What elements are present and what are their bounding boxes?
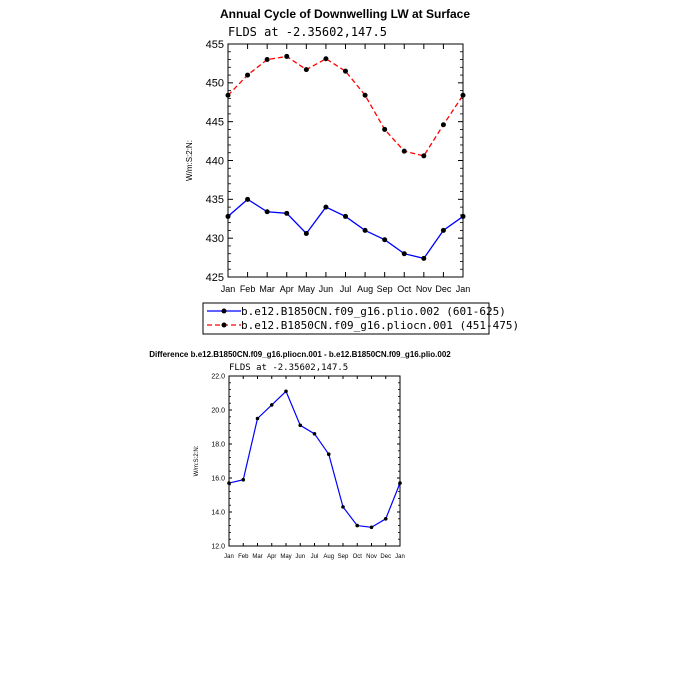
x-tick-label: Apr <box>267 554 276 560</box>
data-point <box>382 237 388 243</box>
data-point <box>255 416 260 421</box>
legend: b.e12.B1850CN.f09_g16.plio.002 (601-625)… <box>202 302 519 335</box>
chart-2: Difference b.e12.B1850CN.f09_g16.pliocn.… <box>149 350 451 560</box>
data-point <box>303 231 309 237</box>
chart-subtitle: FLDS at -2.35602,147.5 <box>228 25 387 39</box>
y-axis-label: W/m:S:2:N: <box>194 445 200 476</box>
x-tick-label: Nov <box>416 284 433 294</box>
y-axis-label: W/m:S:2:N: <box>185 140 194 181</box>
y-tick-label: 445 <box>206 117 224 129</box>
y-tick-label: 18.0 <box>211 441 225 448</box>
data-point <box>323 56 329 62</box>
data-point <box>303 67 309 73</box>
data-point <box>440 122 446 128</box>
data-point <box>362 92 368 98</box>
x-tick-label: Feb <box>238 554 249 560</box>
x-tick-label: May <box>298 284 316 294</box>
x-tick-label: Nov <box>366 554 377 560</box>
plot-frame <box>227 43 464 278</box>
legend-marker <box>221 322 227 328</box>
x-tick-label: Jun <box>319 284 334 294</box>
y-tick-label: 20.0 <box>211 407 225 414</box>
series-line-1 <box>228 390 401 528</box>
y-tick-label: 16.0 <box>211 475 225 482</box>
data-point <box>312 432 317 436</box>
data-point <box>421 255 427 261</box>
data-point <box>343 213 348 219</box>
data-point <box>298 423 303 428</box>
data-point <box>355 523 360 528</box>
y-tick-label: 22.0 <box>211 373 225 380</box>
data-point <box>369 525 374 530</box>
data-point <box>383 517 388 521</box>
plot-frame <box>228 375 401 547</box>
x-tick-label: Jan <box>224 554 234 560</box>
legend-box <box>202 302 490 335</box>
x-tick-label: Sep <box>377 284 393 294</box>
x-tick-label: Oct <box>397 284 412 294</box>
chart-title: Annual Cycle of Downwelling LW at Surfac… <box>220 7 470 21</box>
y-tick-label: 14.0 <box>211 509 225 516</box>
x-tick-label: Aug <box>357 284 373 294</box>
x-tick-label: Jun <box>295 554 305 560</box>
x-tick-label: Jan <box>221 284 236 294</box>
x-tick-label: Mar <box>252 554 262 560</box>
data-point <box>401 251 407 257</box>
data-point <box>245 72 251 78</box>
y-tick-label: 455 <box>206 39 224 51</box>
data-point <box>284 53 290 59</box>
legend-marker <box>221 308 227 314</box>
x-tick-label: Jan <box>456 284 471 294</box>
chart-subtitle: FLDS at -2.35602,147.5 <box>229 363 348 373</box>
data-point <box>264 209 270 215</box>
x-tick-label: Apr <box>280 284 294 294</box>
chart-1: Annual Cycle of Downwelling LW at Surfac… <box>185 7 519 335</box>
data-point <box>326 452 331 457</box>
data-point <box>362 227 368 233</box>
data-point <box>460 92 466 98</box>
x-tick-label: Mar <box>259 284 275 294</box>
x-tick-label: Feb <box>240 284 256 294</box>
x-tick-label: Dec <box>435 284 452 294</box>
data-point <box>227 481 231 485</box>
data-point <box>421 153 427 159</box>
data-point <box>398 481 402 485</box>
y-tick-label: 450 <box>206 78 224 90</box>
y-tick-label: 430 <box>206 233 224 245</box>
data-point <box>245 196 251 202</box>
data-point <box>382 126 388 132</box>
x-tick-label: Jul <box>340 284 352 294</box>
y-tick-label: 425 <box>206 272 224 284</box>
data-point <box>460 213 466 219</box>
data-point <box>341 505 345 509</box>
legend-label-2: b.e12.B1850CN.f09_g16.pliocn.001 (451-47… <box>241 319 519 332</box>
data-point <box>343 68 348 74</box>
data-point <box>264 57 270 63</box>
x-tick-label: Sep <box>338 554 349 560</box>
x-tick-label: Jan <box>395 554 405 560</box>
data-point <box>269 403 274 407</box>
x-tick-label: Jul <box>311 554 319 560</box>
data-point <box>225 213 231 219</box>
data-point <box>401 148 407 154</box>
data-point <box>323 204 329 210</box>
legend-label-1: b.e12.B1850CN.f09_g16.plio.002 (601-625) <box>241 305 506 318</box>
chart-title: Difference b.e12.B1850CN.f09_g16.pliocn.… <box>149 350 451 359</box>
data-point <box>284 210 290 216</box>
x-tick-label: May <box>280 554 291 560</box>
x-tick-label: Dec <box>380 554 391 560</box>
x-tick-label: Aug <box>323 554 334 560</box>
x-tick-label: Oct <box>353 554 363 560</box>
y-tick-label: 435 <box>206 194 224 206</box>
data-point <box>284 389 288 394</box>
y-tick-label: 440 <box>206 155 224 167</box>
series-line-1 <box>227 198 464 260</box>
data-point <box>241 477 246 482</box>
y-tick-label: 12.0 <box>211 543 225 550</box>
data-point <box>440 227 446 233</box>
data-point <box>225 92 231 98</box>
